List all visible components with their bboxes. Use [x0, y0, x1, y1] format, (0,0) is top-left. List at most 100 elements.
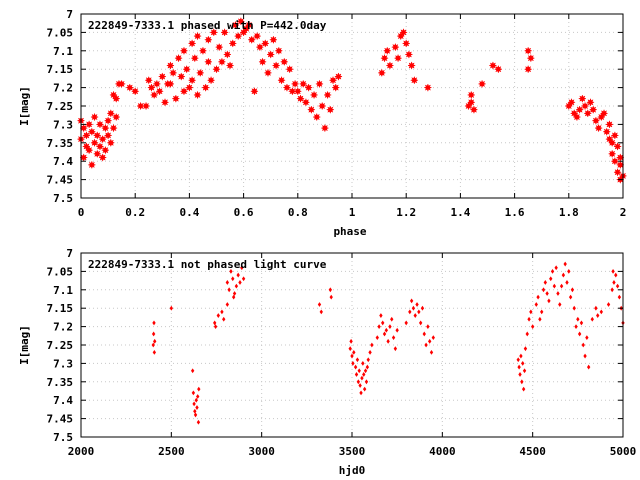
data-point — [391, 42, 400, 52]
data-point — [381, 320, 385, 326]
data-point — [466, 90, 476, 100]
data-point — [271, 61, 281, 70]
data-point — [516, 357, 520, 363]
data-point — [385, 61, 395, 70]
data-point — [90, 138, 99, 148]
data-point — [540, 309, 544, 315]
data-point — [420, 305, 425, 311]
data-point — [570, 287, 575, 293]
data-point — [565, 280, 569, 285]
x-tick-label: 0 — [78, 206, 85, 219]
data-point — [95, 142, 105, 151]
data-point — [576, 316, 580, 322]
data-point — [607, 149, 617, 159]
data-point — [260, 39, 270, 48]
data-point — [615, 153, 625, 162]
data-point — [196, 419, 201, 425]
data-point — [361, 361, 365, 366]
data-point — [144, 75, 154, 85]
data-point — [323, 90, 332, 100]
data-point — [195, 405, 199, 410]
data-point — [390, 316, 394, 322]
data-point — [469, 105, 479, 115]
data-point — [98, 153, 108, 162]
data-point — [152, 349, 157, 355]
data-point — [152, 79, 162, 89]
data-point — [179, 46, 189, 56]
x-tick-label: 4500 — [519, 445, 546, 458]
data-point — [240, 265, 244, 271]
y-tick-label: 7.4 — [53, 155, 73, 168]
grid — [81, 14, 623, 198]
data-point — [111, 94, 121, 103]
data-point — [236, 272, 240, 278]
y-tick-label: 7.35 — [47, 137, 74, 150]
data-point — [229, 269, 233, 274]
data-points — [76, 17, 628, 184]
x-tick-label: 1.4 — [450, 206, 470, 219]
y-tick-label: 7.35 — [47, 376, 74, 389]
data-point — [290, 79, 300, 89]
data-point — [125, 83, 135, 92]
data-point — [429, 349, 434, 355]
x-axis-label: hjd0 — [339, 464, 366, 477]
data-point — [523, 46, 533, 56]
data-point — [255, 42, 265, 52]
data-point — [606, 302, 611, 307]
axis-ticks: 2000 2500 3000 3500 4000 4500 5000 7 7.05 7.1 7.15… — [47, 247, 637, 458]
data-point — [583, 353, 587, 359]
data-point — [594, 123, 603, 133]
data-point — [194, 397, 198, 403]
data-point — [92, 149, 102, 159]
data-point — [233, 31, 243, 41]
data-point — [356, 379, 361, 385]
data-points — [151, 261, 625, 425]
data-point — [541, 287, 546, 293]
data-point — [574, 324, 578, 329]
chart-title: 222849-7333.1 not phased light curve — [88, 258, 327, 271]
data-point — [579, 320, 584, 326]
data-point — [527, 316, 531, 322]
data-point — [426, 324, 430, 329]
data-point — [309, 90, 319, 100]
data-point — [605, 134, 614, 144]
data-point — [222, 316, 226, 322]
data-point — [563, 261, 567, 267]
data-point — [612, 280, 616, 285]
data-point — [169, 305, 174, 311]
data-point — [615, 283, 620, 289]
data-point — [231, 20, 240, 30]
x-tick-label: 2 — [620, 206, 627, 219]
data-point — [581, 342, 585, 348]
data-point — [615, 160, 625, 170]
data-point — [84, 120, 94, 129]
data-point — [109, 123, 118, 133]
data-point — [234, 283, 239, 289]
x-tick-label: 0.8 — [288, 206, 308, 219]
data-point — [404, 320, 408, 326]
data-point — [550, 269, 555, 274]
x-tick-label: 1.6 — [505, 206, 525, 219]
data-point — [269, 35, 278, 45]
data-point — [599, 109, 609, 118]
data-point — [567, 97, 576, 107]
data-point — [195, 68, 205, 78]
data-point — [613, 142, 622, 151]
data-point — [160, 97, 170, 107]
y-tick-label: 7.25 — [47, 100, 74, 113]
data-point — [266, 50, 276, 59]
data-point — [117, 79, 126, 89]
data-point — [580, 101, 590, 111]
data-point — [393, 346, 398, 352]
data-point — [358, 383, 362, 388]
y-tick-label: 7.25 — [47, 339, 74, 352]
x-tick-label: 3500 — [339, 445, 366, 458]
data-point — [411, 305, 416, 311]
data-point — [418, 320, 423, 326]
data-point — [222, 50, 232, 59]
data-point — [214, 42, 224, 52]
data-point — [204, 35, 213, 45]
data-point — [329, 294, 333, 300]
x-tick-label: 1.2 — [396, 206, 416, 219]
x-tick-label: 1.8 — [559, 206, 579, 219]
